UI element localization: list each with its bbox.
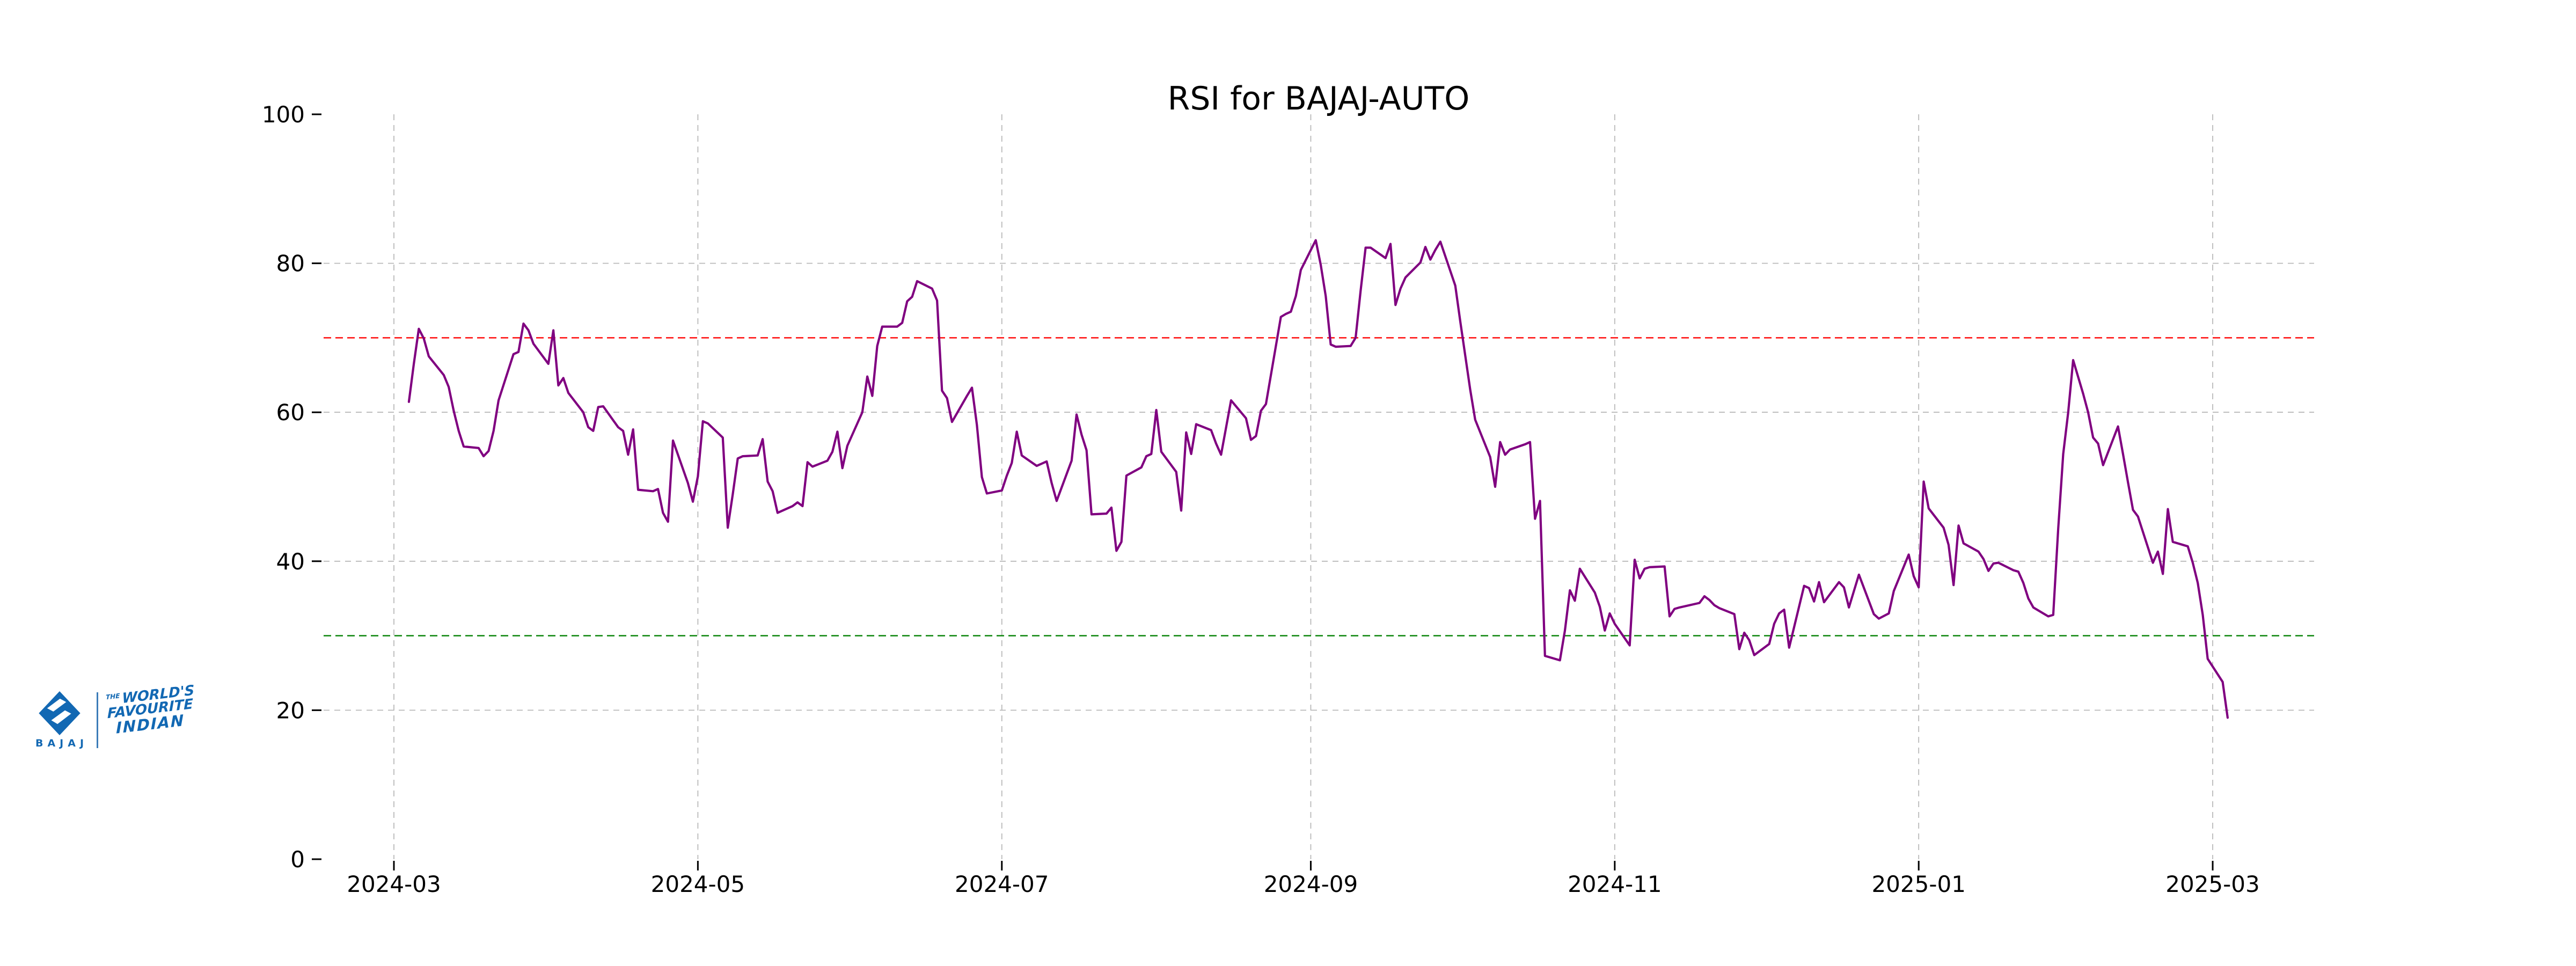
y-tick-label-100: 100 <box>262 101 305 128</box>
bajaj-flag-icon <box>39 691 80 735</box>
rsi-line <box>407 239 2229 719</box>
x-tick-label-2024-03: 2024-03 <box>347 871 441 897</box>
bajaj-brand-word: BAJAJ <box>35 737 89 749</box>
axis-layer: 2024-03 2024-05 2024-07 2024-09 2024-11 2025-… <box>262 101 2260 897</box>
x-tick-label-2025-01: 2025-01 <box>1871 871 1966 897</box>
y-tick-label-40: 40 <box>276 548 305 575</box>
bajaj-logo: BAJAJ THE WORLD'S FAVOURITE INDIAN <box>31 683 196 749</box>
x-tick-label-2024-09: 2024-09 <box>1264 871 1358 897</box>
bajaj-tagline: THE WORLD'S FAVOURITE INDIAN <box>105 683 195 749</box>
bajaj-logo-left: BAJAJ <box>31 691 88 749</box>
series-layer <box>407 239 2229 719</box>
tagline-the: THE <box>106 692 120 701</box>
y-tick-label-80: 80 <box>276 251 305 277</box>
x-tick-label-2025-03: 2025-03 <box>2165 871 2260 897</box>
x-tick-label-2024-07: 2024-07 <box>955 871 1049 897</box>
x-tick-label-2024-05: 2024-05 <box>651 871 745 897</box>
x-tick-label-2024-11: 2024-11 <box>1568 871 1662 897</box>
y-tick-label-20: 20 <box>276 697 305 723</box>
y-tick-label-60: 60 <box>276 399 305 426</box>
reference-lines-layer <box>324 337 2314 636</box>
chart-title: RSI for BAJAJ-AUTO <box>1168 80 1470 118</box>
grid-layer <box>324 114 2314 859</box>
logo-divider <box>97 692 99 748</box>
y-tick-label-0: 0 <box>290 846 305 873</box>
